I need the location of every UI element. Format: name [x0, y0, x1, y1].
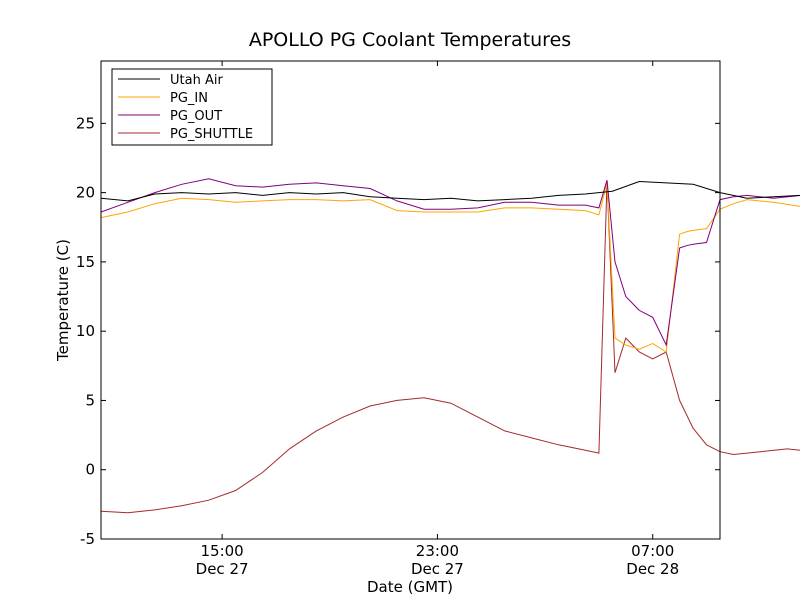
y-axis: -5 0 5 10 15 20 25	[76, 114, 720, 548]
y-tick-label: -5	[80, 530, 95, 548]
chart-title: APOLLO PG Coolant Temperatures	[249, 29, 571, 51]
x-tick-time-label: 15:00	[200, 542, 243, 560]
series-line-pg-in	[100, 182, 800, 353]
legend-label: Utah Air	[170, 73, 223, 88]
y-tick-label: 25	[76, 114, 95, 132]
legend-label: PG_IN	[170, 91, 208, 106]
legend-box	[111, 68, 273, 146]
x-axis-title: Date (GMT)	[367, 578, 453, 596]
legend: Utah Air PG_IN PG_OUT PG_SHUTTLE	[111, 68, 273, 146]
x-tick-time-label: 23:00	[416, 542, 459, 560]
series-layer	[100, 178, 800, 514]
series-line-pg-shuttle	[100, 181, 800, 514]
y-tick-label: 5	[85, 391, 95, 409]
x-tick-date-label: Dec 27	[196, 560, 249, 578]
plot-frame	[100, 60, 721, 540]
y-tick-label: 20	[76, 184, 95, 202]
y-tick-label: 0	[85, 461, 95, 479]
series-line-utah-air	[100, 180, 800, 202]
y-axis-title: Temperature (C)	[54, 239, 72, 362]
x-tick-date-label: Dec 28	[626, 560, 679, 578]
y-tick-label: 10	[76, 322, 95, 340]
x-tick-time-label: 07:00	[631, 542, 674, 560]
series-line-pg-out	[100, 178, 800, 347]
y-tick-label: 15	[76, 253, 95, 271]
legend-label: PG_SHUTTLE	[170, 127, 253, 142]
legend-label: PG_OUT	[170, 109, 222, 124]
x-tick-date-label: Dec 27	[411, 560, 464, 578]
